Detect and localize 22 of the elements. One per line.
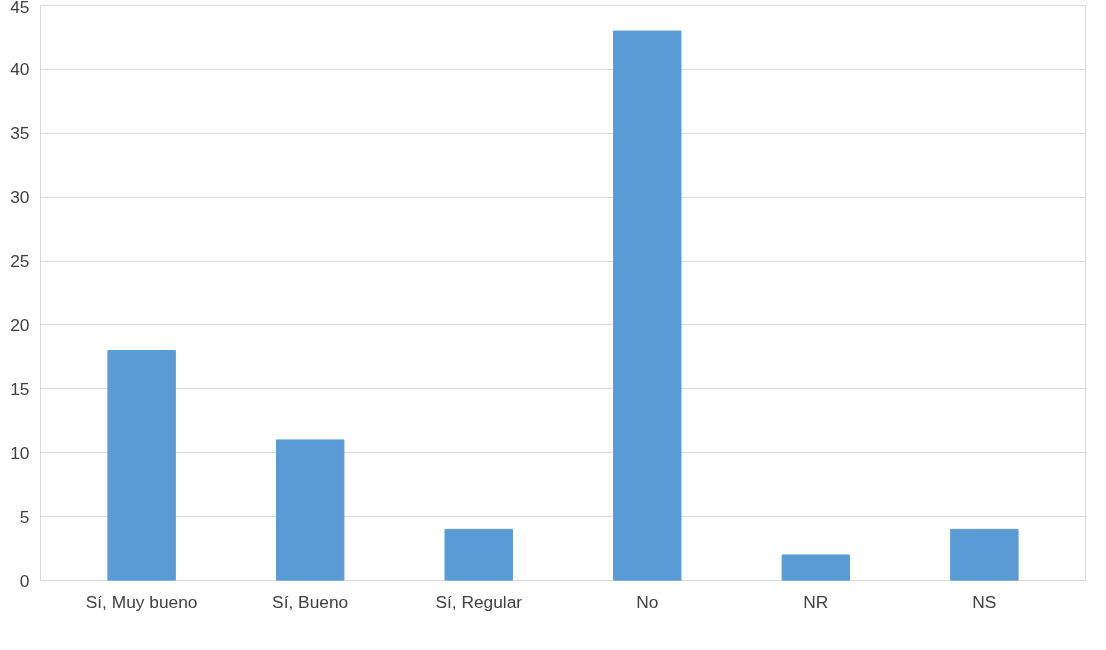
bar: [444, 528, 513, 581]
y-tick-label: 40: [10, 59, 30, 80]
y-tick-label: 0: [19, 570, 30, 591]
y-tick-label: 45: [10, 0, 30, 17]
x-tick-label: Sí, Regular: [435, 591, 523, 612]
y-tick-label: 25: [10, 251, 30, 272]
y-tick-label: 20: [10, 314, 30, 335]
x-tick-label: Sí, Bueno: [272, 591, 349, 612]
x-tick-label: NR: [803, 591, 829, 612]
x-tick-label: No: [636, 591, 659, 612]
y-tick-label: 30: [10, 187, 30, 208]
y-tick-label: 10: [10, 442, 30, 463]
bar: [275, 439, 345, 581]
y-tick-label: 5: [19, 506, 30, 527]
x-tick-label: NS: [972, 591, 997, 612]
y-tick-label: 35: [10, 123, 30, 144]
bar: [781, 554, 851, 581]
bar: [950, 528, 1019, 581]
x-tick-label: Sí, Muy bueno: [85, 591, 198, 612]
bar: [107, 350, 176, 581]
y-tick-label: 15: [10, 378, 30, 399]
bar: [613, 30, 682, 581]
